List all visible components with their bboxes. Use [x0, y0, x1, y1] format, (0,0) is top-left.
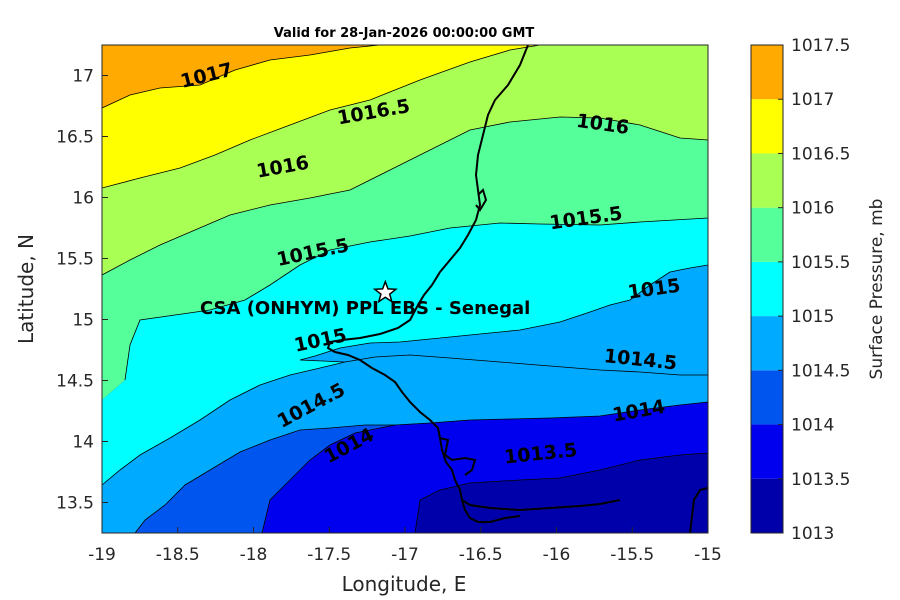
band-1016-fill	[102, 45, 708, 275]
x-tick-label: -16.5	[459, 545, 503, 565]
y-tick-label: 16	[72, 189, 94, 209]
x-tick-label: -15	[694, 545, 722, 565]
band-1014-5-upper	[300, 265, 708, 375]
y-tick-label: 15	[72, 311, 94, 331]
station-label: CSA (ONHYM) PPL EBS - Senegal	[200, 298, 530, 319]
y-tick-label: 14.5	[56, 372, 94, 392]
colorbar-tick-label: 1017	[791, 90, 834, 110]
band-1014	[135, 402, 708, 533]
colorbar-tick-label: 1013.5	[791, 470, 850, 490]
colorbar-tick-label: 1015.5	[791, 253, 850, 273]
colorbar-label: Surface Pressure, mb	[867, 199, 887, 380]
y-tick-label: 14	[72, 433, 94, 453]
coastline	[326, 45, 708, 533]
colorbar-swatch	[751, 316, 783, 371]
x-tick-label: -17	[391, 545, 419, 565]
colorbar-frame	[750, 44, 784, 534]
colorbar-swatch	[751, 99, 783, 154]
colorbar-swatch	[751, 370, 783, 425]
colorbar-tick-label: 1015	[791, 307, 834, 327]
x-tick-label: -18	[240, 545, 268, 565]
x-axis-ticks: -19 -18.5 -18 -17.5 -17 -16.5 -16 -15.5 -15	[88, 527, 722, 565]
band-1017-fill	[102, 45, 380, 108]
band-1015-5-fill	[102, 117, 708, 400]
chart-title: Valid for 28-Jan-2026 00:00:00 GMT	[274, 26, 535, 41]
colorbar-swatch	[751, 45, 783, 100]
colorbar-swatch	[751, 207, 783, 262]
colorbar-swatch	[751, 424, 783, 479]
colorbar-swatch	[751, 478, 783, 533]
band-1015-fill	[102, 218, 708, 485]
plot-area	[101, 44, 709, 534]
colorbar: 1013 1013.5 1014 1014.5 1015 1015.5 1016 1016.5…	[750, 36, 850, 544]
colorbar-tick-label: 1013	[791, 524, 834, 544]
station-marker: CSA (ONHYM) PPL EBS - Senegal	[200, 279, 530, 319]
y-tick-label: 13.5	[56, 494, 94, 514]
colorbar-tick-label: 1014	[791, 416, 834, 436]
colorbar-swatch	[751, 261, 783, 317]
y-tick-label: 16.5	[56, 128, 94, 148]
x-tick-label: -17.5	[307, 545, 351, 565]
colorbar-tick-label: 1016.5	[791, 144, 850, 164]
colorbar-tick-label: 1017.5	[791, 36, 850, 56]
band-1013-deep	[415, 453, 708, 533]
colorbar-tick-label: 1014.5	[791, 361, 850, 381]
band-1014-5-fill	[102, 355, 708, 533]
x-tick-label: -19	[88, 545, 116, 565]
y-axis-ticks: 13.5 14 14.5 15 15.5 16 16.5 17	[56, 67, 108, 514]
x-axis-label: Longitude, E	[342, 572, 467, 596]
colorbar-swatch	[751, 153, 783, 208]
station-star-icon	[372, 279, 398, 304]
band-1016-5-fill	[102, 45, 540, 188]
x-tick-label: -16	[543, 545, 571, 565]
y-tick-label: 15.5	[56, 250, 94, 270]
colorbar-tick-label: 1016	[791, 199, 834, 219]
contour-lines	[102, 45, 708, 533]
x-tick-label: -18.5	[156, 545, 200, 565]
y-axis-label: Latitude, N	[14, 234, 38, 344]
y-tick-label: 17	[72, 67, 94, 87]
x-tick-label: -15.5	[610, 545, 654, 565]
